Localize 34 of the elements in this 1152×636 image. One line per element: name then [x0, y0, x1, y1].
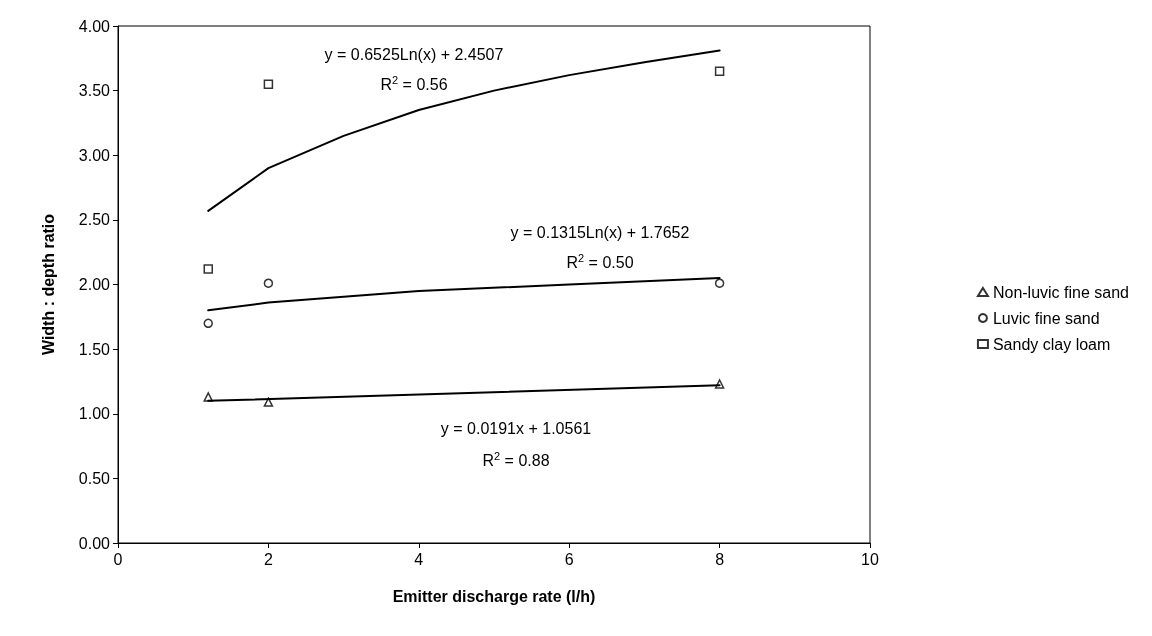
x-tick-label: 6	[564, 550, 574, 568]
x-tick-label: 4	[414, 550, 424, 568]
line-series	[207, 277, 721, 312]
point	[263, 397, 274, 407]
annotation: y = 0.1315Ln(x) + 1.7652	[510, 223, 690, 241]
x-axis-title: Emitter discharge rate (l/h)	[392, 587, 596, 605]
legend-label: Luvic fine sand	[992, 309, 1100, 327]
x-tick-label: 0	[113, 550, 123, 568]
y-axis-title: Width : depth ratio	[39, 213, 57, 356]
legend-label: Non-luvic fine sand	[992, 283, 1130, 301]
point	[714, 278, 725, 288]
y-tick-label: 1.50	[78, 340, 111, 358]
annotation: y = 0.0191x + 1.0561	[440, 419, 592, 437]
y-tick-label: 0.00	[78, 534, 111, 552]
legend-label: Sandy clay loam	[992, 335, 1111, 353]
point	[263, 79, 274, 89]
point	[714, 379, 725, 389]
point	[203, 318, 213, 329]
point	[203, 392, 213, 402]
y-tick-label: 1.00	[78, 405, 111, 423]
x-tick-label: 2	[263, 550, 273, 568]
point	[263, 278, 274, 288]
point	[714, 66, 725, 76]
x-tick-label: 8	[715, 550, 725, 568]
y-tick-label: 3.50	[78, 82, 111, 100]
y-tick-label: 0.50	[78, 469, 111, 487]
y-tick-label: 2.50	[78, 211, 111, 229]
point	[203, 264, 213, 274]
y-tick-label: 2.00	[78, 276, 111, 293]
line-series	[207, 49, 721, 212]
x-tick-label: 10	[861, 550, 879, 568]
y-tick-label: 4.00	[78, 17, 111, 35]
y-tick-label: 3.00	[78, 146, 111, 164]
annotation: y = 0.6525Ln(x) + 2.4507	[324, 45, 504, 63]
